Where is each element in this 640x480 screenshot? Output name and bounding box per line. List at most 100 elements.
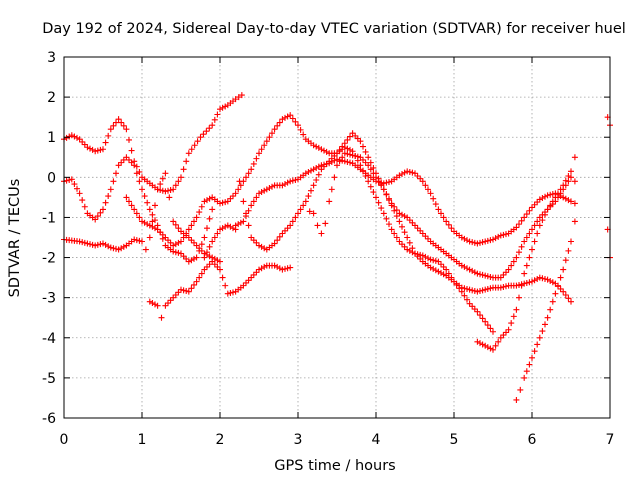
data-point [571, 200, 578, 207]
data-point [484, 237, 491, 244]
data-point [76, 190, 83, 197]
data-point [401, 169, 408, 176]
data-point [123, 154, 130, 161]
data-point [497, 334, 504, 341]
data-point [521, 374, 528, 381]
data-point [474, 288, 481, 295]
data-point [146, 206, 153, 213]
data-point [253, 269, 260, 276]
data-point [399, 170, 405, 177]
y-tick-label: 0 [47, 170, 56, 186]
data-point [227, 195, 234, 202]
data-point [157, 187, 164, 194]
data-point [404, 214, 411, 221]
data-point [209, 206, 216, 213]
data-point [139, 186, 145, 193]
data-point [518, 243, 525, 250]
data-point [383, 215, 390, 222]
y-axis-label: SDTVAR / TECUs [7, 179, 23, 298]
data-point [152, 217, 158, 224]
data-point [347, 151, 353, 158]
data-point [365, 154, 372, 161]
data-point [245, 222, 252, 229]
axis-ticks: 0 1 2 3 4 5 6 7 -6 -5 -4 -3 -2 -1 0 1 2 3 [42, 50, 614, 448]
data-point [240, 218, 247, 225]
data-point [154, 186, 161, 193]
data-point [97, 146, 104, 153]
data-point [417, 227, 424, 234]
data-point [487, 325, 494, 332]
data-point [120, 243, 127, 250]
data-point [211, 261, 218, 268]
data-point [211, 116, 218, 123]
data-point [334, 162, 340, 169]
data-point [331, 157, 338, 164]
data-point [76, 238, 83, 245]
data-point [547, 203, 554, 210]
data-point [321, 147, 327, 154]
data-point [393, 234, 400, 241]
data-point [562, 257, 569, 264]
data-point [500, 271, 507, 278]
data-point [477, 239, 483, 246]
data-point [159, 231, 166, 238]
data-point [432, 257, 439, 264]
data-point [568, 198, 574, 205]
data-point [284, 179, 291, 186]
data-point [107, 244, 114, 251]
data-point [250, 198, 257, 205]
data-point [185, 150, 192, 157]
data-point [422, 233, 429, 240]
data-point [560, 186, 567, 193]
data-point [492, 235, 499, 242]
data-point [206, 253, 213, 260]
data-point [308, 167, 314, 174]
data-point [523, 234, 530, 241]
data-point [344, 158, 351, 165]
x-tick-label: 4 [372, 432, 381, 448]
data-point [526, 361, 533, 368]
data-point [547, 191, 554, 198]
data-point [158, 314, 165, 321]
data-point [289, 115, 296, 122]
data-point [287, 112, 294, 119]
data-point [516, 294, 522, 301]
data-point [146, 222, 153, 229]
data-point [63, 134, 70, 141]
data-point [279, 230, 286, 237]
data-point [526, 230, 533, 237]
data-point [188, 222, 195, 229]
data-point [133, 237, 140, 244]
data-point [154, 302, 161, 309]
data-point [188, 257, 195, 264]
data-point [68, 176, 75, 183]
data-point [211, 255, 218, 262]
data-point [458, 234, 465, 241]
data-point [209, 122, 216, 129]
data-point [370, 164, 377, 171]
data-point [157, 181, 164, 188]
data-point [482, 318, 489, 325]
data-point [128, 202, 135, 209]
data-point [237, 182, 244, 189]
data-point [531, 277, 538, 284]
data-point [250, 237, 257, 244]
data-point [266, 134, 273, 141]
data-point [352, 152, 359, 159]
data-point [500, 283, 507, 290]
data-point [352, 132, 359, 139]
data-point [370, 170, 377, 177]
data-point [432, 201, 439, 208]
data-point [560, 194, 567, 201]
data-point [180, 287, 187, 294]
data-point [318, 230, 325, 237]
data-point [328, 158, 335, 165]
data-point [349, 152, 356, 159]
data-point [360, 156, 366, 163]
data-point [94, 213, 101, 220]
data-point [159, 175, 166, 182]
data-point [269, 183, 275, 190]
data-point [445, 221, 452, 228]
data-point [419, 178, 426, 185]
data-point [185, 258, 192, 265]
